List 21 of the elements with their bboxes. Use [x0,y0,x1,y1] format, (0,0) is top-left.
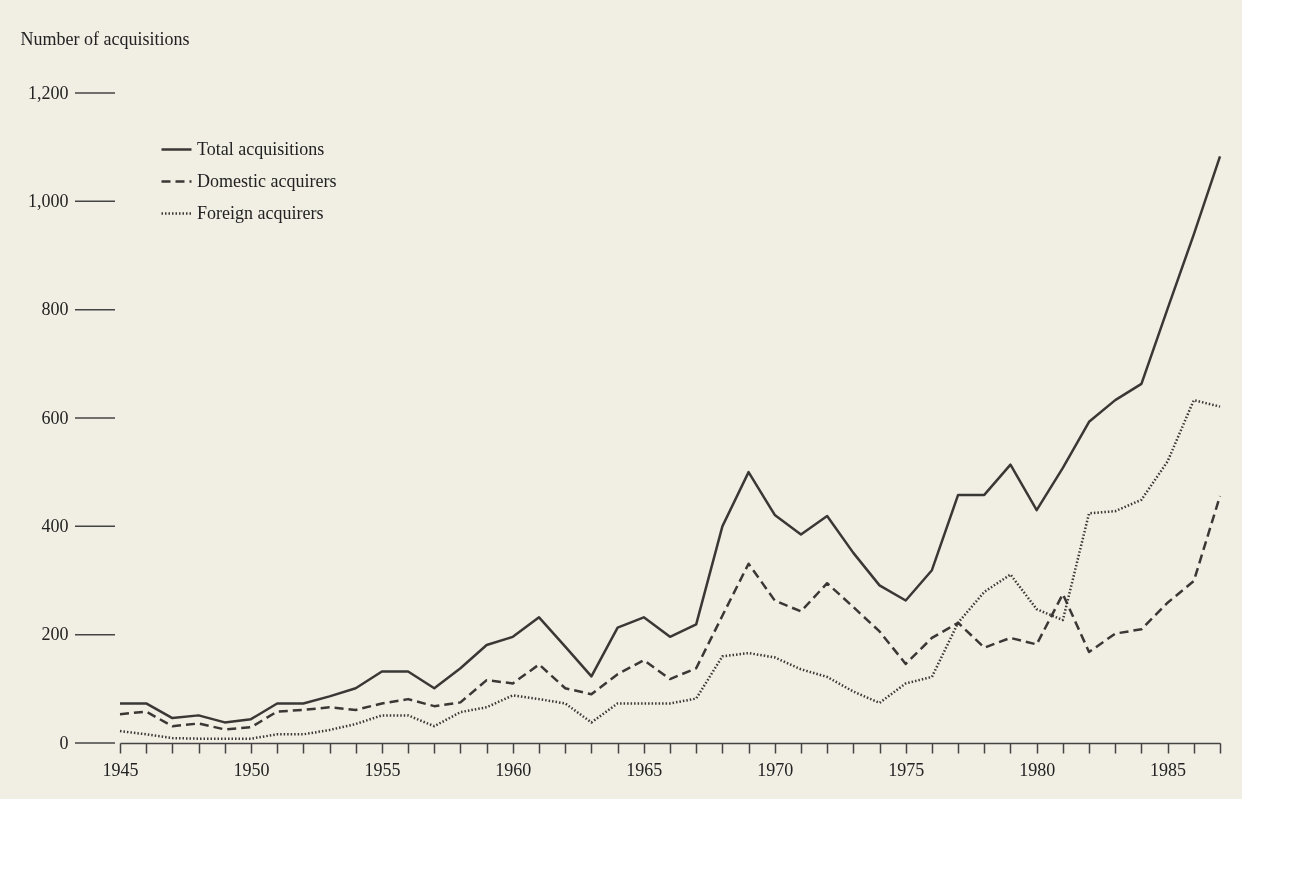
y-tick-label: 1,000 [28,190,69,211]
y-tick-label: 1,200 [28,82,69,103]
x-tick-label: 1950 [233,759,270,780]
y-tick-label: 400 [41,515,69,536]
legend-label: Total acquisitions [197,138,325,159]
x-tick-label: 1975 [888,759,925,780]
x-tick-label: 1960 [495,759,532,780]
y-tick-label: 600 [41,407,69,428]
y-axis-title: Number of acquisitions [20,28,190,49]
line-series [118,398,1222,740]
x-tick-label: 1945 [102,759,139,780]
y-tick-label: 200 [41,624,69,645]
y-tick-label: 800 [41,299,69,320]
x-tick-label: 1985 [1150,759,1187,780]
y-tick-label: 0 [59,732,69,753]
legend-label: Foreign acquirers [197,202,324,223]
x-tick-label: 1970 [757,759,794,780]
x-tick-label: 1955 [364,759,401,780]
legend-label: Domestic acquirers [197,170,337,191]
x-tick-label: 1965 [626,759,663,780]
x-tick-label: 1980 [1019,759,1056,780]
